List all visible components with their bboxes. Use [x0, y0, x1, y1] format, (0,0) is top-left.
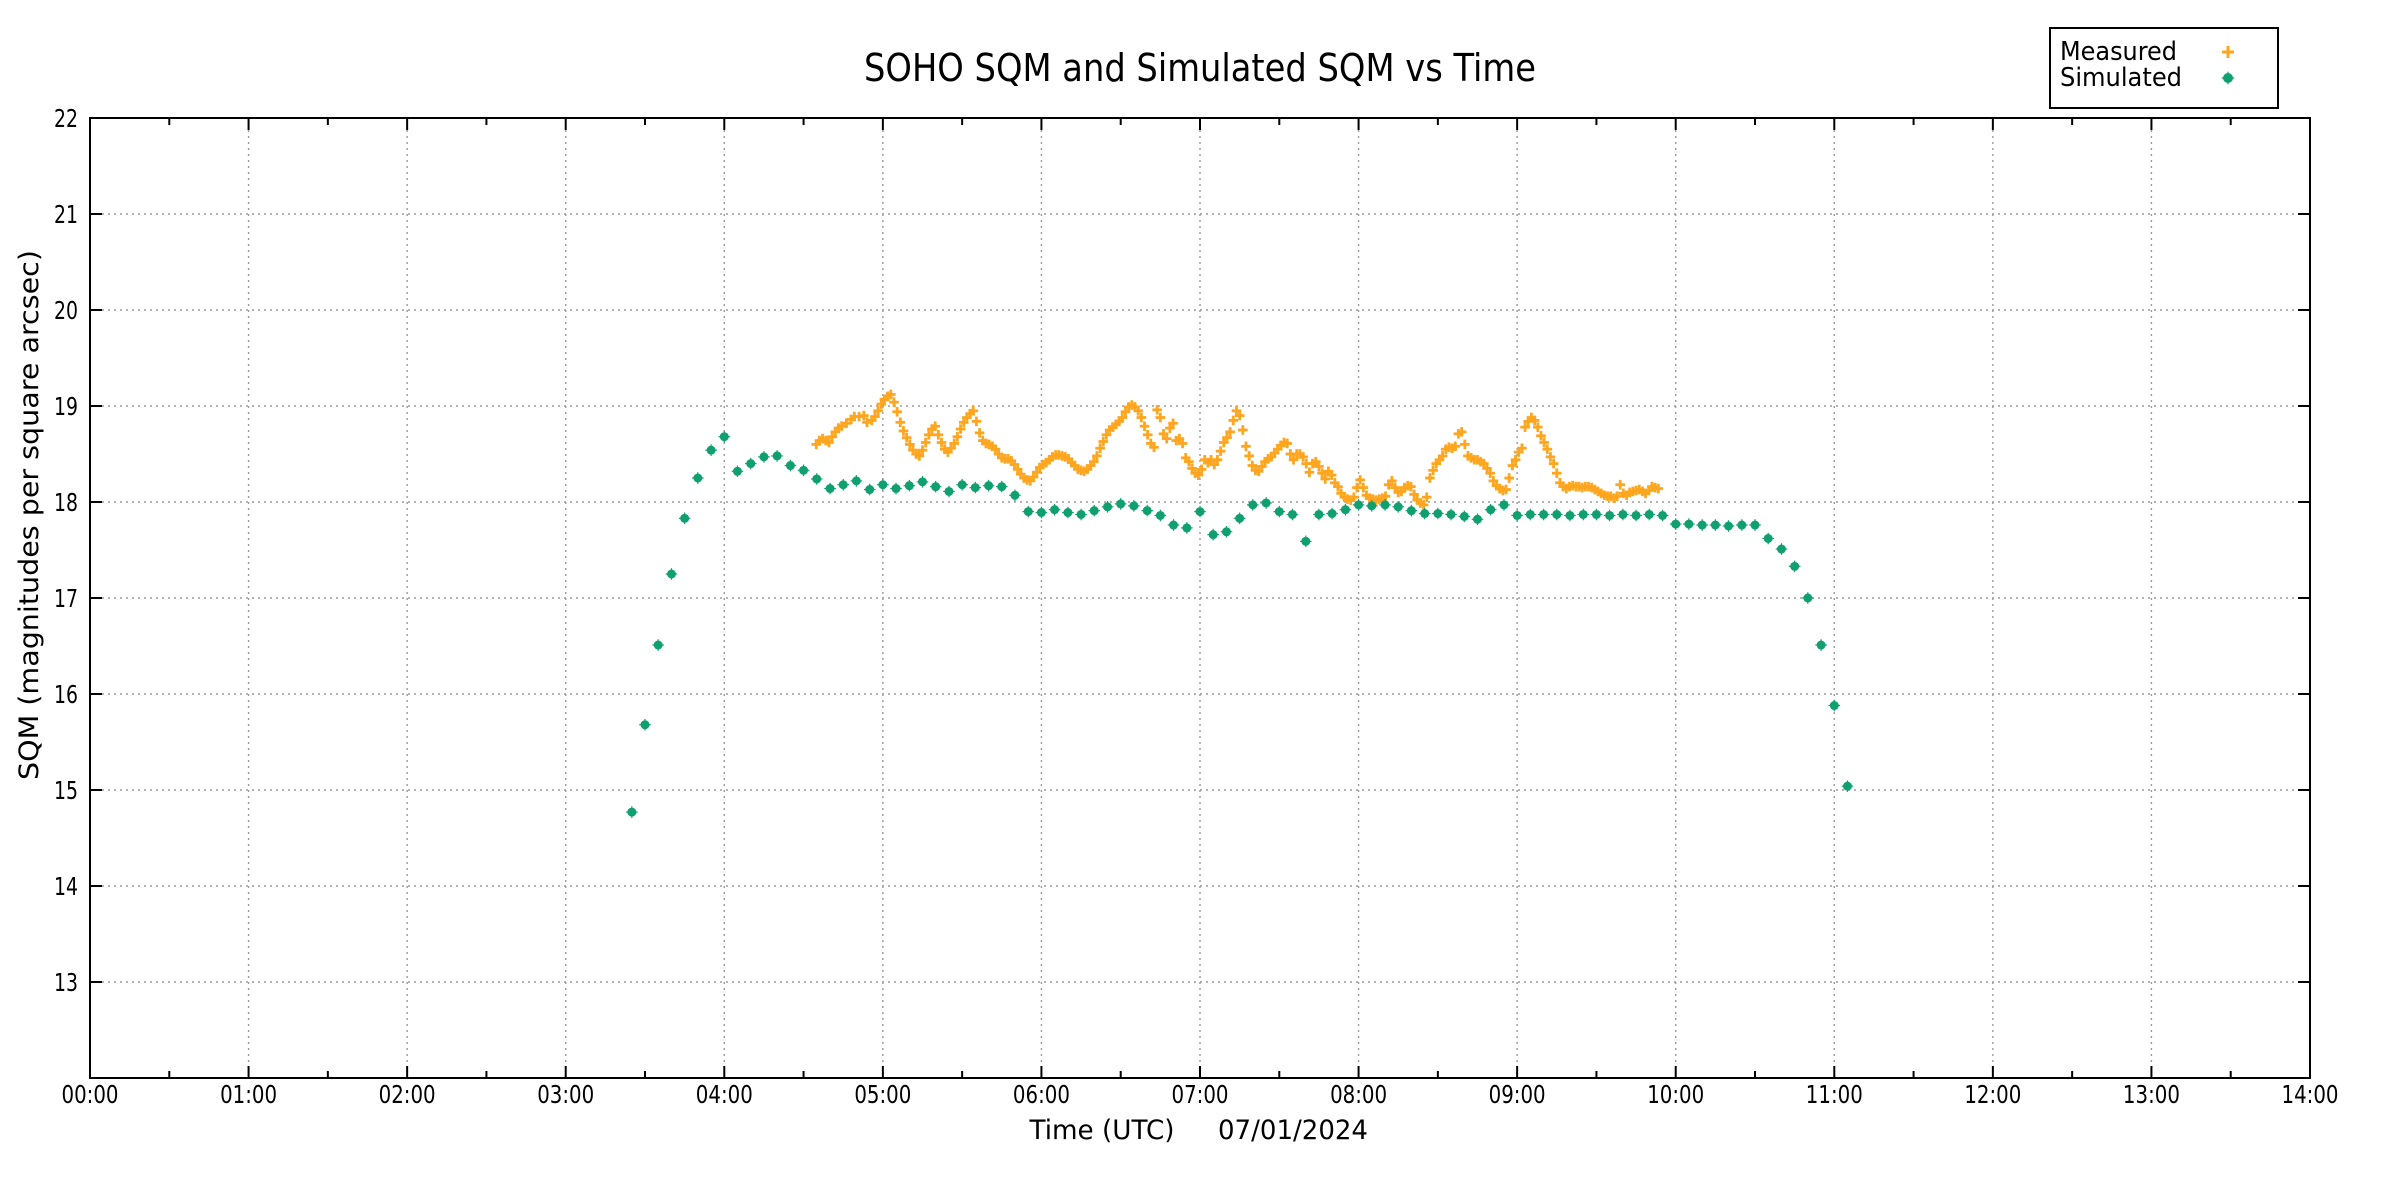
- legend: Measured Simulated: [2049, 27, 2279, 109]
- x-tick-label: 01:00: [220, 1080, 277, 1109]
- x-tick-label: 03:00: [537, 1080, 594, 1109]
- measured-series: [811, 389, 1664, 510]
- y-tick-label: 15: [54, 776, 78, 805]
- gridlines: [90, 118, 2310, 1078]
- x-axis-date: 07/01/2024: [1218, 1115, 1368, 1146]
- simulated-series: [626, 430, 1854, 818]
- chart-title: SOHO SQM and Simulated SQM vs Time: [864, 46, 1536, 90]
- x-tick-label: 05:00: [854, 1080, 911, 1109]
- x-tick-label: 14:00: [2282, 1080, 2339, 1109]
- x-tick-label: 12:00: [1964, 1080, 2021, 1109]
- y-tick-labels: 13 14 15 16 17 18 19 20 21 22: [54, 104, 78, 997]
- x-tick-label: 06:00: [1013, 1080, 1070, 1109]
- legend-label-measured: Measured: [2060, 37, 2177, 67]
- x-tick-label: 02:00: [379, 1080, 436, 1109]
- y-tick-label: 18: [54, 488, 78, 517]
- measured-plus-marker-icon: [2222, 46, 2234, 58]
- y-tick-label: 22: [54, 104, 78, 133]
- y-axis-label: SQM (magnitudes per square arcsec): [14, 250, 45, 780]
- y-tick-label: 21: [54, 200, 78, 229]
- x-tick-label: 11:00: [1806, 1080, 1863, 1109]
- x-tick-label: 09:00: [1489, 1080, 1546, 1109]
- data-series: [626, 389, 1854, 818]
- y-tick-label: 16: [54, 680, 78, 709]
- plot-border: [89, 117, 2311, 1079]
- x-tick-label: 04:00: [696, 1080, 753, 1109]
- x-tick-labels: 00:00 01:00 02:00 03:00 04:00 05:00 06:00 07:00…: [62, 1080, 2339, 1109]
- y-tick-label: 14: [54, 872, 78, 901]
- x-tick-label: 07:00: [1172, 1080, 1229, 1109]
- x-tick-label: 08:00: [1330, 1080, 1387, 1109]
- legend-box: [2049, 27, 2279, 109]
- y-tick-label: 17: [54, 584, 78, 613]
- x-tick-label: 13:00: [2123, 1080, 2180, 1109]
- legend-label-simulated: Simulated: [2060, 63, 2182, 93]
- x-tick-label: 00:00: [62, 1080, 119, 1109]
- x-axis-label: Time (UTC): [1029, 1115, 1175, 1146]
- axis-ticks: [89, 117, 2311, 1078]
- y-tick-label: 19: [54, 392, 78, 421]
- y-tick-label: 20: [54, 296, 78, 325]
- y-tick-label: 13: [54, 968, 78, 997]
- x-tick-label: 10:00: [1647, 1080, 1704, 1109]
- simulated-dot-marker-icon: [2221, 71, 2235, 85]
